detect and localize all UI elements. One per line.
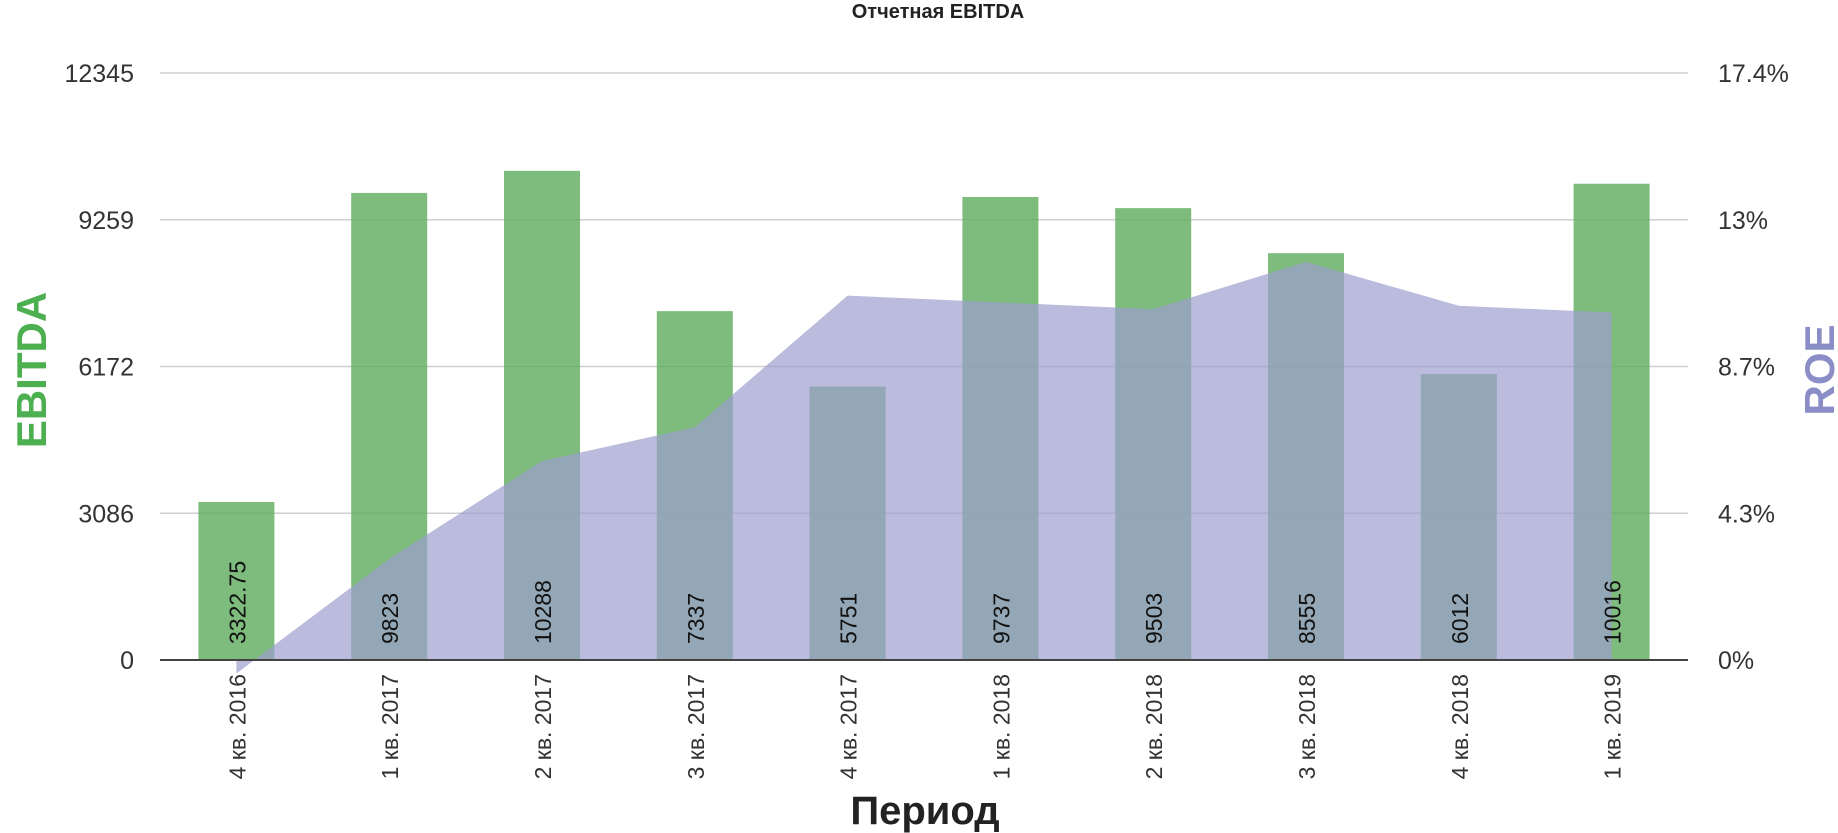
y-tick-label-right: 0% xyxy=(1718,647,1754,675)
x-tick-label: 3 кв. 2018 xyxy=(1294,674,1320,779)
bar-data-label: 9503 xyxy=(1141,593,1167,644)
x-tick-label: 1 кв. 2018 xyxy=(988,674,1014,779)
bar-data-label: 6012 xyxy=(1447,593,1473,644)
x-tick-label: 4 кв. 2016 xyxy=(224,674,250,779)
x-tick-label: 1 кв. 2019 xyxy=(1600,674,1626,779)
y-axis-title-right: ROE xyxy=(1796,324,1838,415)
y-tick-label-left: 3086 xyxy=(78,500,134,528)
y-tick-label-right: 4.3% xyxy=(1718,500,1775,528)
y-tick-label-left: 12345 xyxy=(64,60,134,88)
y-tick-label-left: 9259 xyxy=(78,207,134,235)
y-tick-label-left: 0 xyxy=(120,647,134,675)
data-labels: 3322.75 9823 10288 7337 5751 9737 9503 8555 6012… xyxy=(224,561,1625,780)
bar-data-label: 9823 xyxy=(377,593,403,644)
bar-data-label: 10288 xyxy=(530,580,556,644)
bar-data-label: 8555 xyxy=(1294,593,1320,644)
bar-data-label: 10016 xyxy=(1600,580,1626,644)
y-axis-title-left: EBITDA xyxy=(8,292,55,448)
bar-data-label: 9737 xyxy=(988,593,1014,644)
x-tick-label: 3 кв. 2017 xyxy=(683,674,709,779)
y-tick-label-right: 13% xyxy=(1718,207,1768,235)
x-tick-label: 4 кв. 2018 xyxy=(1447,674,1473,779)
bar-data-label: 5751 xyxy=(836,593,862,644)
chart-title: Отчетная EBITDA xyxy=(852,1,1025,23)
bar xyxy=(198,502,275,660)
x-tick-label: 1 кв. 2017 xyxy=(377,674,403,779)
bar-data-label: 7337 xyxy=(683,593,709,644)
y-tick-label-left: 6172 xyxy=(78,354,134,382)
x-tick-label: 2 кв. 2018 xyxy=(1141,674,1167,779)
bar-data-label: 3322.75 xyxy=(224,561,250,644)
x-tick-label: 4 кв. 2017 xyxy=(836,674,862,779)
x-axis-title: Период xyxy=(850,789,999,833)
roe-area-path xyxy=(236,261,1612,674)
axes: 0 0% 3086 4.3% 6172 8.7% 9259 13% 12345 17.4% xyxy=(64,60,1788,675)
y-tick-label-right: 17.4% xyxy=(1718,60,1789,88)
y-tick-label-right: 8.7% xyxy=(1718,354,1775,382)
x-tick-label: 2 кв. 2017 xyxy=(530,674,556,779)
roe-area xyxy=(236,261,1612,674)
